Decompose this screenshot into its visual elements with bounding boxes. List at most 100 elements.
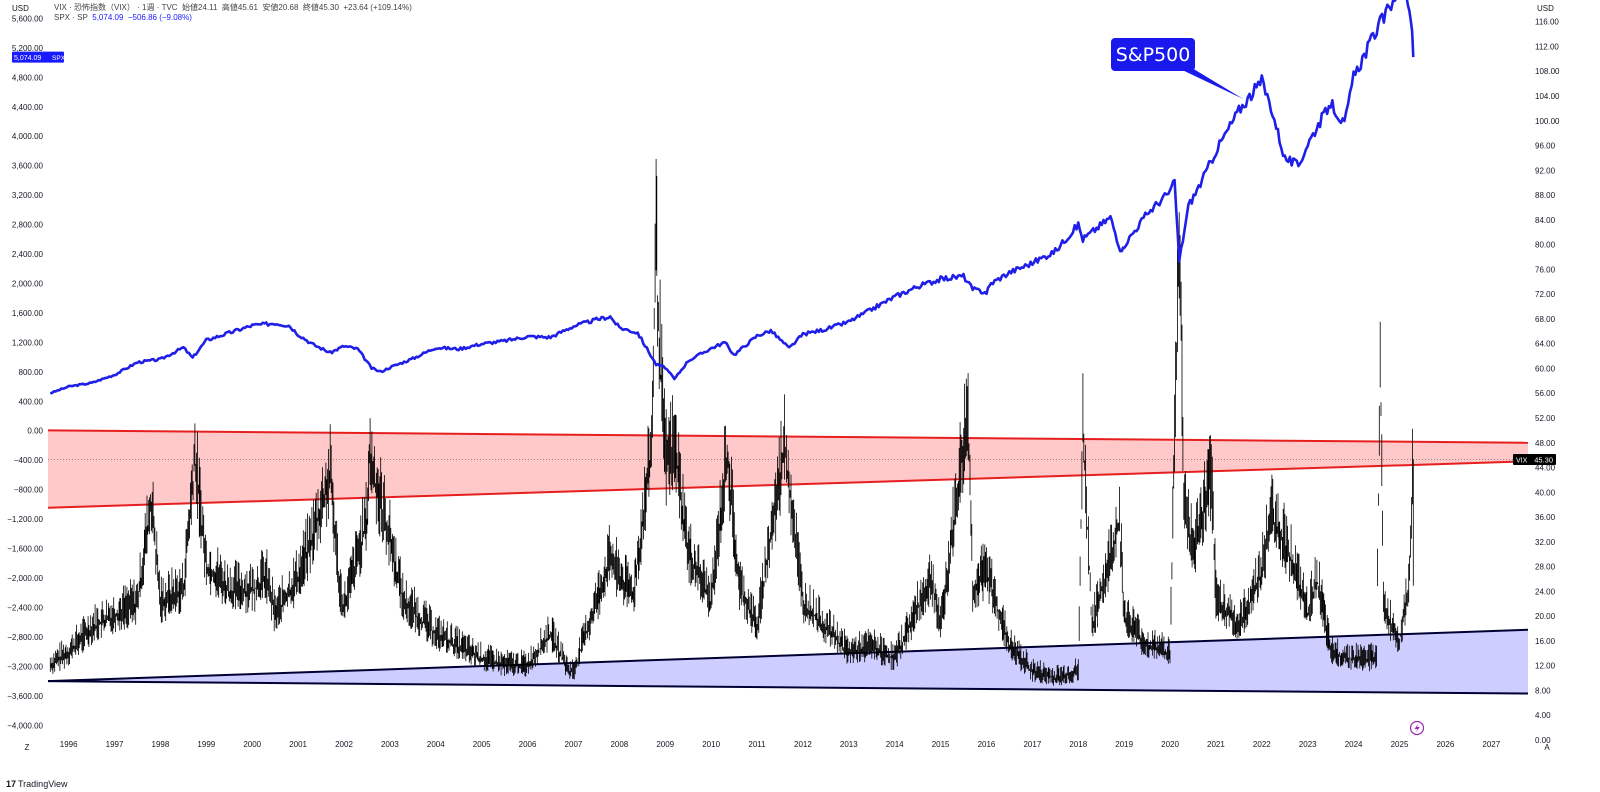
- left-axis-tick-label: 400.00: [19, 397, 44, 406]
- timezone-label[interactable]: Z: [25, 743, 30, 752]
- vix-last-price-badge: VIX 45.30: [1513, 453, 1556, 465]
- time-axis-tick-label: 2015: [932, 740, 950, 749]
- right-axis-tick-label: 84.00: [1535, 216, 1556, 225]
- time-axis-tick-label: 2026: [1436, 740, 1454, 749]
- time-axis-tick-label: 2003: [381, 740, 399, 749]
- right-axis-tick-label: 80.00: [1535, 241, 1556, 250]
- right-axis-tick-label: 76.00: [1535, 265, 1556, 274]
- right-axis-tick-label: 28.00: [1535, 563, 1556, 572]
- time-axis-tick-label: 2024: [1345, 740, 1363, 749]
- time-axis-tick-label: 2027: [1482, 740, 1500, 749]
- time-axis-tick-label: 2008: [610, 740, 628, 749]
- spx-legend-line[interactable]: SPX · SP 5,074.09 −506.86 (−9.08%): [54, 13, 192, 22]
- vix-open-label: 始値: [182, 3, 199, 12]
- spx-last-price-badge: 5,074.09 SPX: [12, 51, 66, 63]
- vix-symbol: VIX · 恐怖指数（VIX） · 1週 · TVC: [54, 3, 178, 12]
- right-axis-tick-label: 4.00: [1535, 711, 1551, 720]
- right-axis-tick-label: 92.00: [1535, 166, 1556, 175]
- time-axis-tick-label: 2000: [243, 740, 261, 749]
- left-axis-tick-label: −1,600.00: [7, 545, 43, 554]
- left-axis-tick-label: 1,200.00: [12, 338, 44, 347]
- right-axis-tick-label: 96.00: [1535, 142, 1556, 151]
- right-axis-tick-label: 16.00: [1535, 637, 1556, 646]
- right-axis-tick-label: 112.00: [1535, 42, 1559, 51]
- right-axis-tick-label: 72.00: [1535, 290, 1556, 299]
- time-axis-tick-label: 2002: [335, 740, 353, 749]
- spx-symbol: SPX · SP: [54, 13, 88, 22]
- time-axis-tick-label: 2010: [702, 740, 720, 749]
- time-axis-tick-label: 1997: [106, 740, 124, 749]
- vix-badge-symbol: VIX: [1516, 457, 1528, 464]
- vix-low: 20.68: [278, 3, 299, 12]
- left-axis-tick-label: 3,200.00: [12, 191, 44, 200]
- time-axis-tick-label: 2018: [1069, 740, 1087, 749]
- right-axis-tick-label: 8.00: [1535, 686, 1551, 695]
- tradingview-logo[interactable]: 17 TradingView: [6, 779, 68, 789]
- time-axis-tick-label: 2009: [656, 740, 674, 749]
- time-axis-tick-label: 2004: [427, 740, 445, 749]
- vix-high: 45.61: [237, 3, 258, 12]
- annotation-box[interactable]: [1111, 38, 1195, 71]
- corner-labels: Z A: [25, 743, 1551, 752]
- right-axis-tick-label: 36.00: [1535, 513, 1556, 522]
- spx-value: 5,074.09: [92, 13, 124, 22]
- lower-channel: [48, 628, 1529, 695]
- time-axis-tick-label: 2001: [289, 740, 307, 749]
- right-axis-tick-label: 52.00: [1535, 414, 1556, 423]
- time-axis-tick-label: 2021: [1207, 740, 1225, 749]
- right-axis-tick-label: 0.00: [1535, 736, 1551, 745]
- annotation[interactable]: S&P500: [1111, 38, 1244, 100]
- left-axis-tick-label: 800.00: [19, 368, 44, 377]
- left-axis-tick-label: 0.00: [27, 427, 43, 436]
- spx-change: −506.86 (−9.08%): [127, 13, 192, 22]
- time-axis-tick-label: 2023: [1299, 740, 1317, 749]
- auto-scale-label[interactable]: A: [1544, 743, 1550, 752]
- time-axis-tick-label: 2007: [565, 740, 583, 749]
- spx-series-line[interactable]: [49, 0, 1415, 395]
- left-axis-tick-label: −400.00: [14, 456, 44, 465]
- right-axis-tick-label: 108.00: [1535, 67, 1560, 76]
- vix-close-label: 終値: [302, 3, 319, 12]
- vix-high-label: 高値: [221, 3, 238, 12]
- right-axis-tick-label: 64.00: [1535, 340, 1556, 349]
- vix-close: 45.30: [318, 3, 339, 12]
- vix-change: +23.64 (+109.14%): [343, 3, 412, 12]
- left-axis-tick-label: 2,000.00: [12, 279, 44, 288]
- right-axis-tick-label: 116.00: [1535, 18, 1559, 27]
- vix-open: 24.11: [198, 3, 218, 12]
- right-axis-tick-label: 104.00: [1535, 92, 1560, 101]
- lightning-icon[interactable]: [1409, 720, 1425, 736]
- time-axis-tick-label: 2022: [1253, 740, 1271, 749]
- left-axis-tick-label: −2,800.00: [7, 633, 43, 642]
- left-price-axis[interactable]: 5,600.00 5,200.00 4,800.00 4,400.00 4,000.00…: [7, 14, 43, 730]
- left-axis-unit: USD: [12, 4, 29, 13]
- vix-series-line[interactable]: [49, 158, 1414, 686]
- time-axis-tick-label: 2019: [1115, 740, 1133, 749]
- left-axis-tick-label: 4,800.00: [12, 73, 44, 82]
- upper-channel-top-line[interactable]: [48, 429, 1529, 444]
- vix-legend-line[interactable]: VIX · 恐怖指数（VIX） · 1週 · TVC 始値24.11 高値45.…: [54, 2, 412, 13]
- lower-channel-top-line[interactable]: [48, 628, 1529, 683]
- left-axis-tick-label: −2,400.00: [7, 603, 43, 612]
- time-axis-tick-label: 1996: [60, 740, 78, 749]
- time-axis-tick-label: 1998: [152, 740, 170, 749]
- left-axis-tick-label: 4,400.00: [12, 103, 44, 112]
- lower-channel-bottom-line[interactable]: [48, 680, 1529, 695]
- spx-badge-symbol: SPX: [52, 55, 66, 62]
- time-axis-tick-label: 2006: [519, 740, 537, 749]
- time-axis-tick-label: 2016: [978, 740, 996, 749]
- annotation-pointer: [1178, 68, 1244, 100]
- time-axis-tick-label: 2011: [748, 740, 766, 749]
- time-axis[interactable]: 1996 1997 1998 1999 2000 2001 2002 2003 2004 2005…: [60, 740, 1501, 749]
- right-axis-tick-label: 60.00: [1535, 364, 1556, 373]
- right-axis-tick-label: 32.00: [1535, 538, 1556, 547]
- left-axis-tick-label: −4,000.00: [7, 721, 43, 730]
- left-axis-tick-label: 2,800.00: [12, 221, 44, 230]
- right-axis-tick-label: 88.00: [1535, 191, 1556, 200]
- right-axis-tick-label: 40.00: [1535, 488, 1556, 497]
- time-axis-tick-label: 2014: [886, 740, 904, 749]
- right-price-axis[interactable]: 116.00 112.00 108.00 104.00 100.00 96.00 92.00…: [1535, 18, 1560, 745]
- left-axis-tick-label: 5,200.00: [12, 44, 44, 53]
- time-axis-tick-label: 2013: [840, 740, 858, 749]
